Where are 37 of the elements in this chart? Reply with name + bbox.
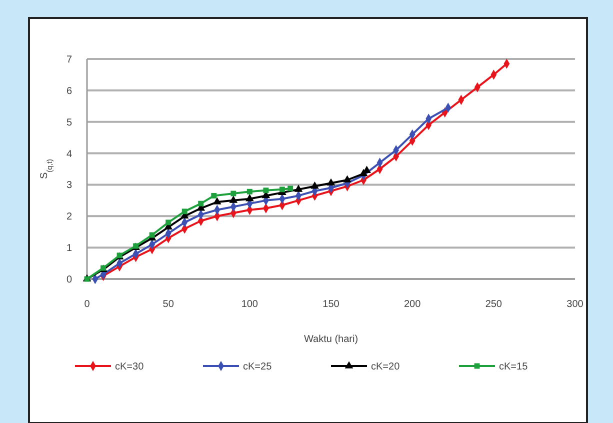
point	[294, 184, 303, 192]
point	[229, 196, 238, 203]
point	[166, 220, 172, 226]
point	[149, 232, 155, 238]
legend-label: cK=30	[115, 362, 144, 372]
y-tick-label: 2	[66, 212, 72, 223]
x-tick-label: 150	[322, 299, 340, 310]
point	[198, 200, 204, 206]
x-tick-label: 300	[566, 299, 584, 310]
x-axis-title: Waktu (hari)	[304, 334, 358, 345]
x-tick-label: 50	[162, 299, 174, 310]
point	[263, 188, 269, 194]
x-tick-label: 100	[241, 299, 258, 310]
point	[246, 194, 254, 202]
point	[288, 186, 294, 192]
point	[182, 208, 188, 214]
legend-label: cK=20	[371, 362, 400, 372]
point	[310, 181, 319, 189]
y-tick-label: 3	[66, 180, 72, 192]
point	[230, 190, 236, 196]
x-tick-label: 200	[404, 299, 422, 310]
legend-label: cK=15	[499, 362, 528, 372]
point	[343, 175, 352, 182]
x-tick-label: 0	[84, 299, 90, 310]
point	[326, 178, 336, 186]
point	[212, 197, 222, 204]
y-tick-label: 6	[66, 86, 72, 97]
y-tick-label: 5	[66, 117, 72, 128]
y-tick-label: 0	[66, 274, 72, 286]
y-tick-label: 7	[66, 54, 72, 66]
x-tick-label: 250	[485, 299, 502, 310]
y-tick-label: 1	[66, 243, 72, 254]
point	[211, 192, 217, 198]
point	[279, 186, 285, 192]
point	[246, 188, 252, 194]
y-tick-label: 4	[66, 148, 72, 160]
legend-label: cK=25	[243, 362, 272, 372]
